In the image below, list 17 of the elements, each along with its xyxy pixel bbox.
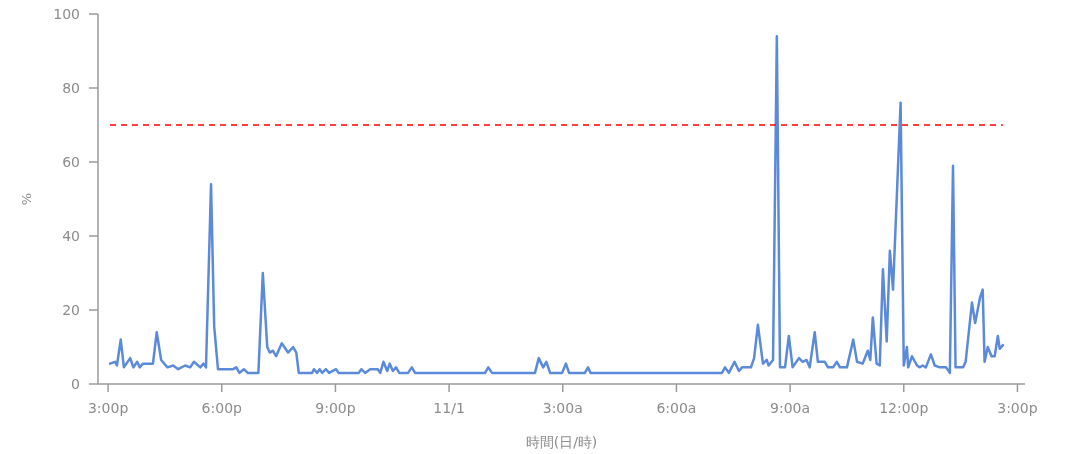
y-tick-label: 40 xyxy=(62,228,80,244)
x-axis-title: 時間(日/時) xyxy=(525,434,598,450)
x-tick-label: 9:00p xyxy=(315,400,356,416)
x-tick-label: 6:00p xyxy=(201,400,243,416)
y-tick-label: 80 xyxy=(62,80,80,96)
x-tick-label: 6:00a xyxy=(656,400,697,416)
y-tick-label: 20 xyxy=(62,302,80,318)
x-tick-label: 9:00a xyxy=(770,400,811,416)
y-axis-title: % xyxy=(19,192,34,206)
y-tick-label: 60 xyxy=(62,154,80,170)
x-tick-label: 3:00a xyxy=(542,400,583,416)
y-tick-label: 0 xyxy=(71,376,80,392)
x-tick-label: 12:00p xyxy=(879,400,929,416)
y-tick-label: 100 xyxy=(53,6,80,22)
x-tick-label: 3:00p xyxy=(997,400,1038,416)
x-tick-label: 3:00p xyxy=(87,400,129,416)
x-tick-label: 11/1 xyxy=(433,400,465,416)
